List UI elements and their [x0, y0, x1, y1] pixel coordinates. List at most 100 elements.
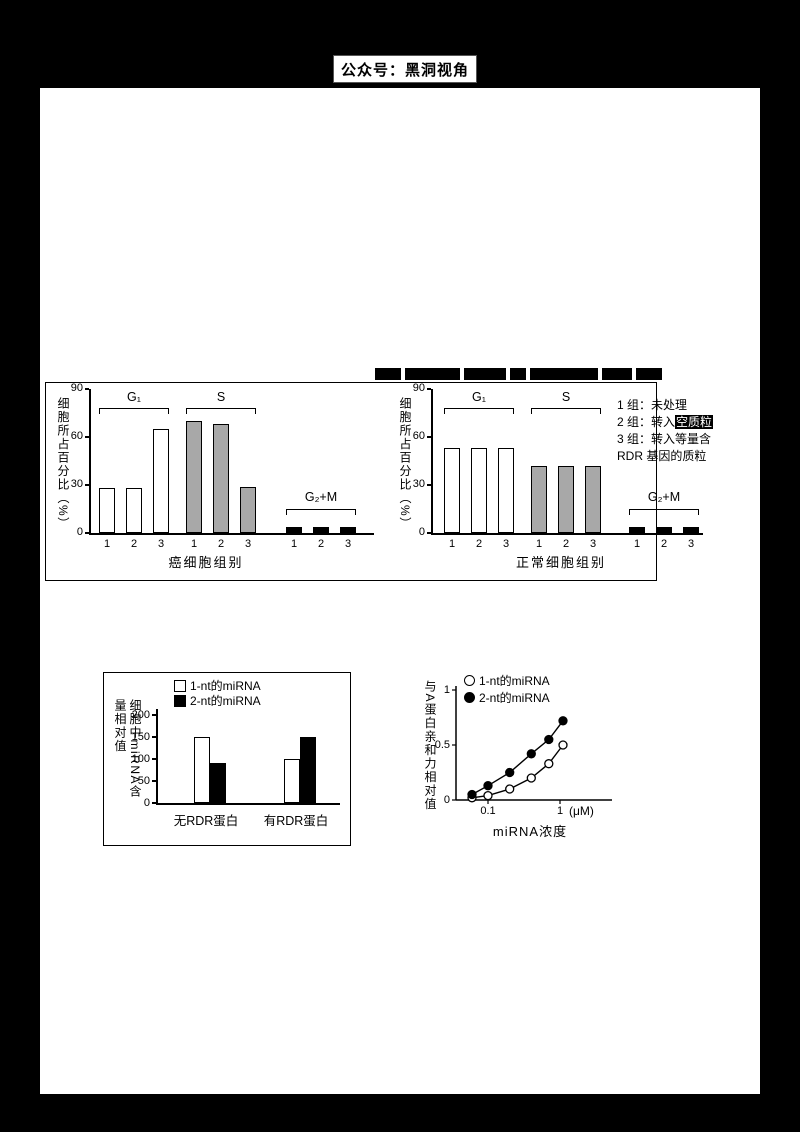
- phase-bracket: [186, 408, 256, 414]
- bar: [498, 448, 514, 533]
- black-square-icon: [174, 694, 186, 707]
- figure1-legend: 1 组：未处理 2 组：转入空质粒 3 组：转入等量含 RDR 基因的质粒: [617, 397, 777, 465]
- redaction-bar: [602, 368, 632, 380]
- legend-line-2: 2 组：转入空质粒: [617, 414, 777, 431]
- phase-bracket: [531, 408, 601, 414]
- y-tick-label: 60: [70, 430, 83, 442]
- y-tick-label: 0: [76, 526, 83, 538]
- phase-bracket: [629, 509, 699, 515]
- phase-label: S: [216, 390, 226, 404]
- y-tick-mark: [427, 436, 431, 438]
- y-tick-label: 90: [412, 382, 425, 394]
- legend-item: 2-nt的miRNA: [174, 693, 304, 708]
- bar: [286, 526, 302, 533]
- bar: [300, 737, 316, 803]
- bar: [444, 448, 460, 533]
- legend-text: 2 组：转入: [617, 415, 676, 429]
- bar: [656, 526, 672, 533]
- phase-bracket: [286, 509, 356, 515]
- y-tick-label: 0: [443, 794, 450, 806]
- open-circle-icon: [464, 675, 475, 686]
- y-tick-mark: [85, 532, 89, 534]
- y-axis-label: 细胞所占百分比（%）: [398, 397, 412, 531]
- phase-label: S: [561, 390, 571, 404]
- x-unit-label: (μM): [569, 804, 594, 818]
- bar: [558, 465, 574, 533]
- legend-line-1: 1 组：未处理: [617, 397, 777, 414]
- bar-number-label: 3: [502, 538, 510, 550]
- bar: [153, 429, 169, 533]
- y-axis-label: 细胞中miRNA含量相对值: [113, 699, 142, 799]
- bar: [194, 737, 210, 803]
- y-tick-mark: [152, 758, 156, 760]
- y-tick-mark: [427, 484, 431, 486]
- bar-number-label: 1: [190, 538, 198, 550]
- phase-label: G₂+M: [304, 490, 338, 504]
- redaction-bar: [636, 368, 662, 380]
- filled-marker: [467, 789, 477, 800]
- redaction-bar: [510, 368, 526, 380]
- y-tick-label: 1: [443, 684, 450, 696]
- open-marker: [558, 740, 568, 750]
- bar-number-label: 2: [130, 538, 138, 550]
- x-axis: [89, 533, 374, 535]
- redaction-bar: [464, 368, 506, 380]
- bar-number-label: 3: [244, 538, 252, 550]
- redaction-bar: [375, 368, 401, 380]
- y-tick-mark: [85, 388, 89, 390]
- fig2-legend: 1-nt的miRNA 2-nt的miRNA: [174, 678, 304, 708]
- y-tick-mark: [152, 802, 156, 804]
- bar: [531, 465, 547, 533]
- y-tick-mark: [152, 714, 156, 716]
- bar: [471, 448, 487, 533]
- legend-label: 2-nt的miRNA: [190, 694, 261, 708]
- y-tick-mark: [152, 780, 156, 782]
- filled-circle-icon: [464, 692, 475, 703]
- redaction-bar: [405, 368, 460, 380]
- legend-line-4: RDR 基因的质粒: [617, 448, 777, 465]
- y-axis-label: 与A蛋白亲和力相对值: [423, 680, 437, 812]
- legend-item: 1-nt的miRNA: [464, 672, 604, 689]
- y-tick-mark: [85, 436, 89, 438]
- y-axis: [89, 389, 91, 533]
- bar-number-label: 3: [687, 538, 695, 550]
- open-marker: [526, 773, 536, 783]
- white-square-icon: [174, 679, 186, 692]
- bar-number-label: 1: [290, 538, 298, 550]
- document-page: 细胞所占百分比（%） 0 30 60 90 G₁ 1 2 3 S 1 2 3 G₂+M 1 2 3 癌细胞组别 细胞…: [40, 88, 760, 1094]
- category-label: 有RDR蛋白: [263, 814, 329, 828]
- x-axis: [156, 803, 340, 805]
- bar: [313, 526, 329, 533]
- y-tick-label: 60: [412, 430, 425, 442]
- filled-marker: [526, 749, 536, 759]
- legend-line-3: 3 组：转入等量含: [617, 431, 777, 448]
- category-label: 无RDR蛋白: [173, 814, 239, 828]
- x-axis: [431, 533, 703, 535]
- bar-number-label: 1: [633, 538, 641, 550]
- bar: [126, 488, 142, 533]
- bar: [240, 486, 256, 533]
- y-tick-label: 90: [70, 382, 83, 394]
- phase-label: G₂+M: [647, 490, 681, 504]
- y-axis-label: 细胞所占百分比（%）: [56, 397, 70, 531]
- y-tick-label: 200: [131, 709, 150, 721]
- y-axis: [431, 389, 433, 533]
- affinity-plot-svg: [452, 686, 612, 804]
- bar: [99, 488, 115, 533]
- header-title-box: 公众号：黑洞视角: [333, 55, 477, 83]
- legend-text: RDR 基因的质粒: [617, 449, 707, 463]
- x-axis-label: 癌细胞组别: [168, 555, 244, 570]
- bar: [210, 763, 226, 803]
- x-axis-label: miRNA浓度: [492, 824, 568, 839]
- y-axis: [156, 709, 158, 803]
- phase-bracket: [444, 408, 514, 414]
- legend-text-inverted: 空质粒: [675, 415, 714, 429]
- bar-number-label: 1: [103, 538, 111, 550]
- y-tick-mark: [152, 736, 156, 738]
- y-tick-label: 30: [70, 478, 83, 490]
- bar-number-label: 2: [217, 538, 225, 550]
- bar-number-label: 3: [589, 538, 597, 550]
- legend-text: 1 组：未处理: [617, 398, 688, 412]
- legend-item: 1-nt的miRNA: [174, 678, 304, 693]
